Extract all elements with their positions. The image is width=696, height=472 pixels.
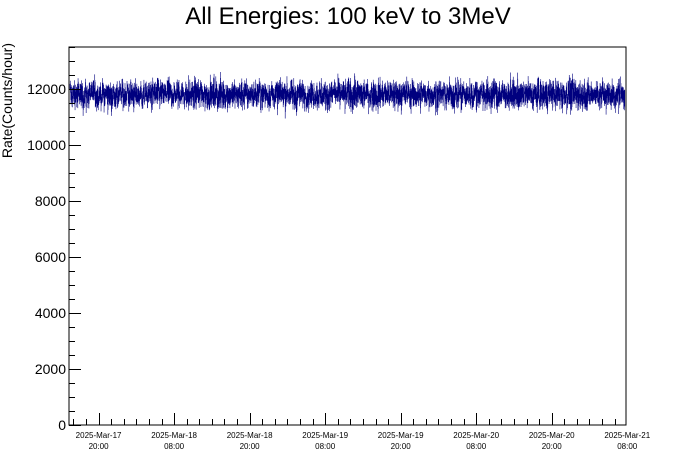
x-tick-label-time: 20:00 xyxy=(240,442,261,451)
y-tick-label: 8000 xyxy=(35,193,66,209)
series-line-rate xyxy=(69,72,626,119)
y-tick-label: 6000 xyxy=(35,249,66,265)
y-axis-label: Rate(Counts/hour) xyxy=(0,43,15,158)
x-tick-label-time: 08:00 xyxy=(315,442,336,451)
x-tick-label-date: 2025-Mar-17 xyxy=(76,431,122,440)
x-tick-label-date: 2025-Mar-20 xyxy=(453,431,499,440)
x-tick-label-time: 20:00 xyxy=(89,442,110,451)
x-tick-label-time: 08:00 xyxy=(617,442,638,451)
plot-frame xyxy=(68,46,627,426)
x-tick-label-time: 08:00 xyxy=(466,442,487,451)
x-tick-label-time: 08:00 xyxy=(164,442,185,451)
x-tick-label-date: 2025-Mar-18 xyxy=(151,431,197,440)
axes-group: 0 2000 4000 6000 8000 10000 12000 2025-Mar-17 20… xyxy=(27,46,651,451)
x-tick-label-date: 2025-Mar-19 xyxy=(378,431,424,440)
y-tick-label: 10000 xyxy=(27,137,66,153)
x-tick-label-time: 20:00 xyxy=(391,442,412,451)
x-tick-label-date: 2025-Mar-21 xyxy=(604,431,650,440)
series-group xyxy=(69,72,626,119)
y-tick-label: 0 xyxy=(58,417,66,433)
y-tick-label: 12000 xyxy=(27,81,66,97)
x-tick-label-date: 2025-Mar-19 xyxy=(302,431,348,440)
x-tick-label-date: 2025-Mar-20 xyxy=(529,431,575,440)
x-tick-label-date: 2025-Mar-18 xyxy=(227,431,273,440)
x-tick-label-time: 20:00 xyxy=(542,442,563,451)
y-tick-label: 2000 xyxy=(35,361,66,377)
y-tick-label: 4000 xyxy=(35,305,66,321)
chart-title: All Energies: 100 keV to 3MeV xyxy=(185,3,511,30)
